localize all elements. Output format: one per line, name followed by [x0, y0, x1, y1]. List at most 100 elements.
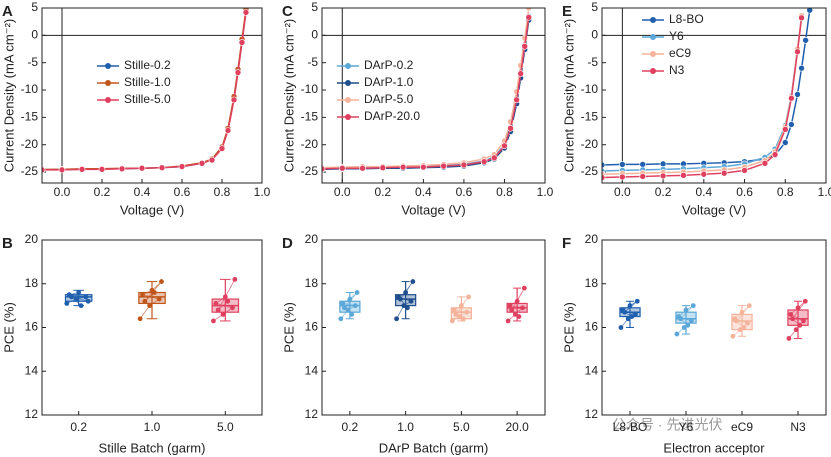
y-tick-label: -10 — [21, 82, 39, 96]
y-tick-label: 12 — [25, 407, 39, 421]
point — [790, 316, 795, 322]
y-tick-label: 5 — [591, 0, 598, 14]
x-tick-label: 5.0 — [217, 420, 234, 434]
x-tick-label: eC9 — [731, 420, 753, 434]
legend-marker — [105, 80, 111, 86]
point — [230, 305, 235, 311]
x-tick-label: 1.0 — [254, 185, 271, 199]
point — [741, 325, 747, 330]
marker — [58, 166, 66, 174]
y-tick-label: 0 — [311, 28, 318, 42]
y-tick-label: 20 — [585, 232, 599, 246]
marker — [138, 164, 146, 172]
legend-label: DArP-1.0 — [364, 75, 414, 89]
marker — [781, 126, 789, 133]
x-tick-label: 20.0 — [505, 420, 529, 434]
marker — [379, 164, 387, 171]
legend-label: Stille-5.0 — [124, 92, 171, 106]
point — [220, 311, 226, 317]
marker — [794, 48, 801, 56]
point — [685, 322, 691, 328]
y-tick-label: 12 — [305, 407, 319, 421]
point — [786, 336, 792, 341]
y-axis-title: Current Density (mA cm⁻²) — [281, 19, 296, 173]
panel-letter: B — [2, 235, 13, 252]
marker — [359, 164, 366, 172]
point — [788, 311, 794, 317]
legend-label: Stille-0.2 — [124, 58, 171, 72]
y-tick-label: -5 — [587, 55, 598, 69]
point — [73, 296, 79, 302]
y-axis-title: PCE (%) — [561, 302, 576, 353]
x-tick-label: 0.2 — [342, 420, 359, 434]
y-tick-label: -25 — [581, 164, 599, 178]
point — [151, 290, 157, 295]
point — [215, 307, 221, 313]
y-tick-label: 20 — [25, 232, 39, 246]
marker — [208, 156, 216, 164]
x-tick-label: 0.4 — [415, 185, 432, 199]
point — [689, 318, 694, 324]
x-tick-label: 1.0 — [818, 185, 831, 199]
x-tick-label: N3 — [790, 420, 806, 434]
point — [795, 305, 801, 311]
point — [683, 307, 689, 313]
y-tick-label: -15 — [21, 110, 39, 124]
point — [629, 314, 635, 319]
legend-marker — [650, 17, 656, 23]
y-tick-label: 0 — [31, 28, 38, 42]
marker — [42, 166, 46, 174]
marker — [224, 127, 232, 134]
x-tick-label: 0.2 — [94, 185, 111, 199]
x-axis-title: Electron acceptor — [663, 440, 765, 455]
panel: F PCE (%) 12 14 16 18 20 Electron acceptor L8-BO… — [561, 232, 827, 455]
point — [78, 303, 84, 309]
point — [156, 296, 162, 302]
marker — [639, 161, 647, 168]
point — [408, 298, 414, 304]
point — [83, 294, 89, 300]
marker — [700, 170, 708, 178]
legend-label: L8-BO — [669, 12, 704, 26]
point — [514, 298, 520, 304]
axes-frame — [321, 239, 546, 416]
marker — [322, 165, 326, 173]
y-tick-label: 5 — [31, 0, 38, 14]
series-line — [322, 8, 530, 169]
axes-frame — [601, 239, 827, 416]
point — [347, 296, 353, 302]
point — [734, 318, 739, 324]
point — [505, 318, 511, 324]
x-tick-label: 0.8 — [496, 185, 513, 199]
marker — [521, 42, 529, 50]
series-line — [42, 8, 247, 171]
marker — [798, 64, 805, 72]
point — [797, 322, 803, 328]
y-tick-label: 12 — [585, 407, 599, 421]
point — [618, 325, 624, 330]
marker — [517, 70, 524, 77]
x-axis-title: DArP Batch (garm) — [379, 440, 489, 455]
marker — [806, 8, 814, 14]
legend-marker — [650, 51, 656, 57]
point — [342, 305, 347, 311]
y-axis-title: PCE (%) — [281, 302, 296, 353]
y-tick-label: 16 — [25, 320, 39, 334]
marker — [242, 9, 250, 16]
y-tick-label: -5 — [27, 55, 38, 69]
axes-frame — [41, 7, 263, 184]
marker — [420, 163, 427, 171]
legend-label: DArP-20.0 — [364, 109, 420, 123]
point — [746, 303, 752, 309]
legend-label: DArP-5.0 — [364, 92, 414, 106]
marker — [230, 96, 238, 104]
marker — [798, 14, 805, 22]
panel: D PCE (%) 12 14 16 18 20 DArP Batch (garm) 0.2 1.… — [281, 232, 546, 455]
marker — [234, 69, 242, 76]
y-tick-label: 18 — [25, 276, 39, 290]
marker — [659, 160, 667, 168]
point — [451, 307, 457, 313]
marker — [178, 163, 186, 170]
